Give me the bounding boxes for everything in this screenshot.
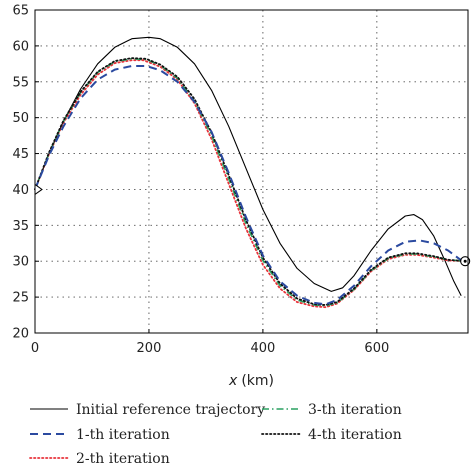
y-tick-labels: 20 25 30 35 40 45 50 55 60 65 — [12, 4, 39, 342]
x-axis-unit: (km) — [241, 373, 274, 389]
endpoint-markers — [34, 183, 471, 267]
y-tick-label: 30 — [12, 255, 29, 270]
x-tick-label: 0 — [31, 341, 39, 356]
x-tick-label: 600 — [364, 341, 389, 356]
x-axis-variable: x — [228, 373, 238, 389]
y-tick-label: 35 — [12, 219, 29, 234]
y-tick-label: 45 — [12, 147, 29, 162]
y-tick-label: 25 — [12, 291, 29, 306]
legend-label-1: Initial reference trajectory — [76, 402, 265, 418]
series-line-1 — [34, 36, 462, 296]
end-circle-marker-inner — [463, 259, 467, 263]
y-tick-label: 50 — [12, 111, 29, 126]
series-line-4 — [34, 58, 466, 307]
legend-label-3: 2-th iteration — [76, 451, 170, 467]
y-tick-label: 60 — [12, 39, 29, 54]
x-tick-label: 200 — [137, 341, 162, 356]
y-tick-label: 65 — [12, 4, 29, 19]
legend-label-5: 4-th iteration — [308, 427, 402, 443]
plot-frame — [34, 9, 469, 334]
grid-lines — [35, 10, 468, 333]
series-line-2 — [34, 65, 466, 306]
x-tick-label: 400 — [250, 341, 275, 356]
y-tick-label: 20 — [12, 327, 29, 342]
y-tick-label: 40 — [12, 183, 29, 198]
start-triangle-marker — [34, 183, 43, 196]
series-line-3 — [34, 59, 467, 309]
series-lines — [34, 36, 467, 309]
series-line-5 — [34, 57, 467, 306]
y-tick-label: 55 — [12, 75, 29, 90]
x-axis-label: x (km) — [228, 373, 274, 389]
legend-label-4: 3-th iteration — [308, 402, 402, 418]
x-tick-labels: 0 200 400 600 — [31, 329, 389, 356]
legend: Initial reference trajectory 1-th iterati… — [29, 402, 402, 467]
legend-label-2: 1-th iteration — [76, 427, 170, 443]
